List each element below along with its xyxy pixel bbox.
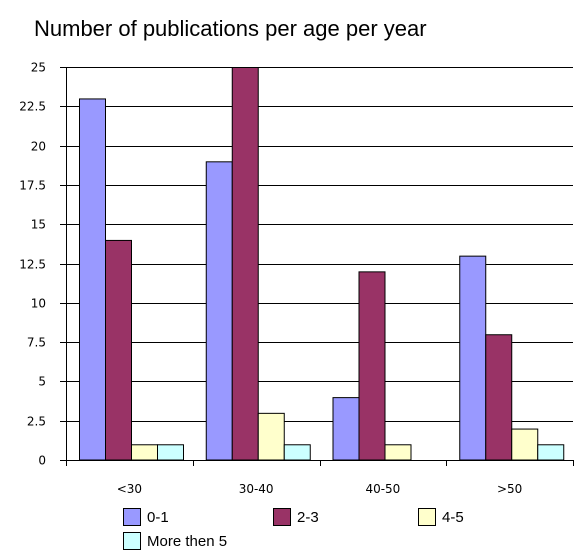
bar <box>459 255 487 461</box>
bar <box>358 271 386 461</box>
y-tick-label: 7.5 <box>27 336 46 350</box>
chart-title: Number of publications per age per year <box>34 16 427 41</box>
legend-label: More then 5 <box>147 532 228 550</box>
bar <box>79 98 106 461</box>
bar <box>537 444 565 461</box>
legend-item: More then 5 <box>123 532 227 550</box>
bar <box>485 334 513 461</box>
bar <box>231 67 259 461</box>
bars <box>79 67 565 461</box>
legend-swatch <box>418 508 436 526</box>
legend-swatch <box>123 532 141 550</box>
y-tick-label: 12.5 <box>19 258 46 272</box>
bar <box>283 444 311 461</box>
x-tick-label: <30 <box>117 482 142 496</box>
axes <box>60 67 574 466</box>
legend-swatch <box>123 508 141 526</box>
legend: 0-1 2-3 4-5 More then 5 <box>123 508 563 558</box>
y-tick-label: 17.5 <box>19 179 46 193</box>
legend-item: 0-1 <box>123 508 169 526</box>
legend-label: 2-3 <box>297 508 319 526</box>
x-tick-label: 30-40 <box>239 482 274 496</box>
bar <box>131 444 158 461</box>
legend-label: 0-1 <box>147 508 169 526</box>
legend-item: 2-3 <box>273 508 319 526</box>
bar <box>105 239 132 461</box>
y-tick-label: 22.5 <box>19 100 46 114</box>
y-tick-label: 5 <box>38 375 46 389</box>
bar <box>257 412 285 461</box>
y-tick-label: 20 <box>31 140 46 154</box>
legend-item: 4-5 <box>418 508 464 526</box>
x-tick-label: >50 <box>497 482 522 496</box>
bar <box>205 161 233 461</box>
y-tick-label: 10 <box>31 297 46 311</box>
bar <box>157 444 184 461</box>
legend-swatch <box>273 508 291 526</box>
y-tick-label: 0 <box>38 454 46 468</box>
tick-labels: 0 2.5 5 7.5 10 12.5 15 17.5 20 22.5 25 <30 30-40 40-5… <box>19 61 522 497</box>
y-tick-label: 25 <box>31 61 46 75</box>
bar <box>384 444 412 461</box>
bar <box>511 428 539 461</box>
x-tick-label: 40-50 <box>365 482 400 496</box>
bar <box>332 397 360 461</box>
legend-label: 4-5 <box>442 508 464 526</box>
gridlines <box>66 67 573 461</box>
y-tick-label: 2.5 <box>27 415 46 429</box>
y-tick-label: 15 <box>31 218 46 232</box>
